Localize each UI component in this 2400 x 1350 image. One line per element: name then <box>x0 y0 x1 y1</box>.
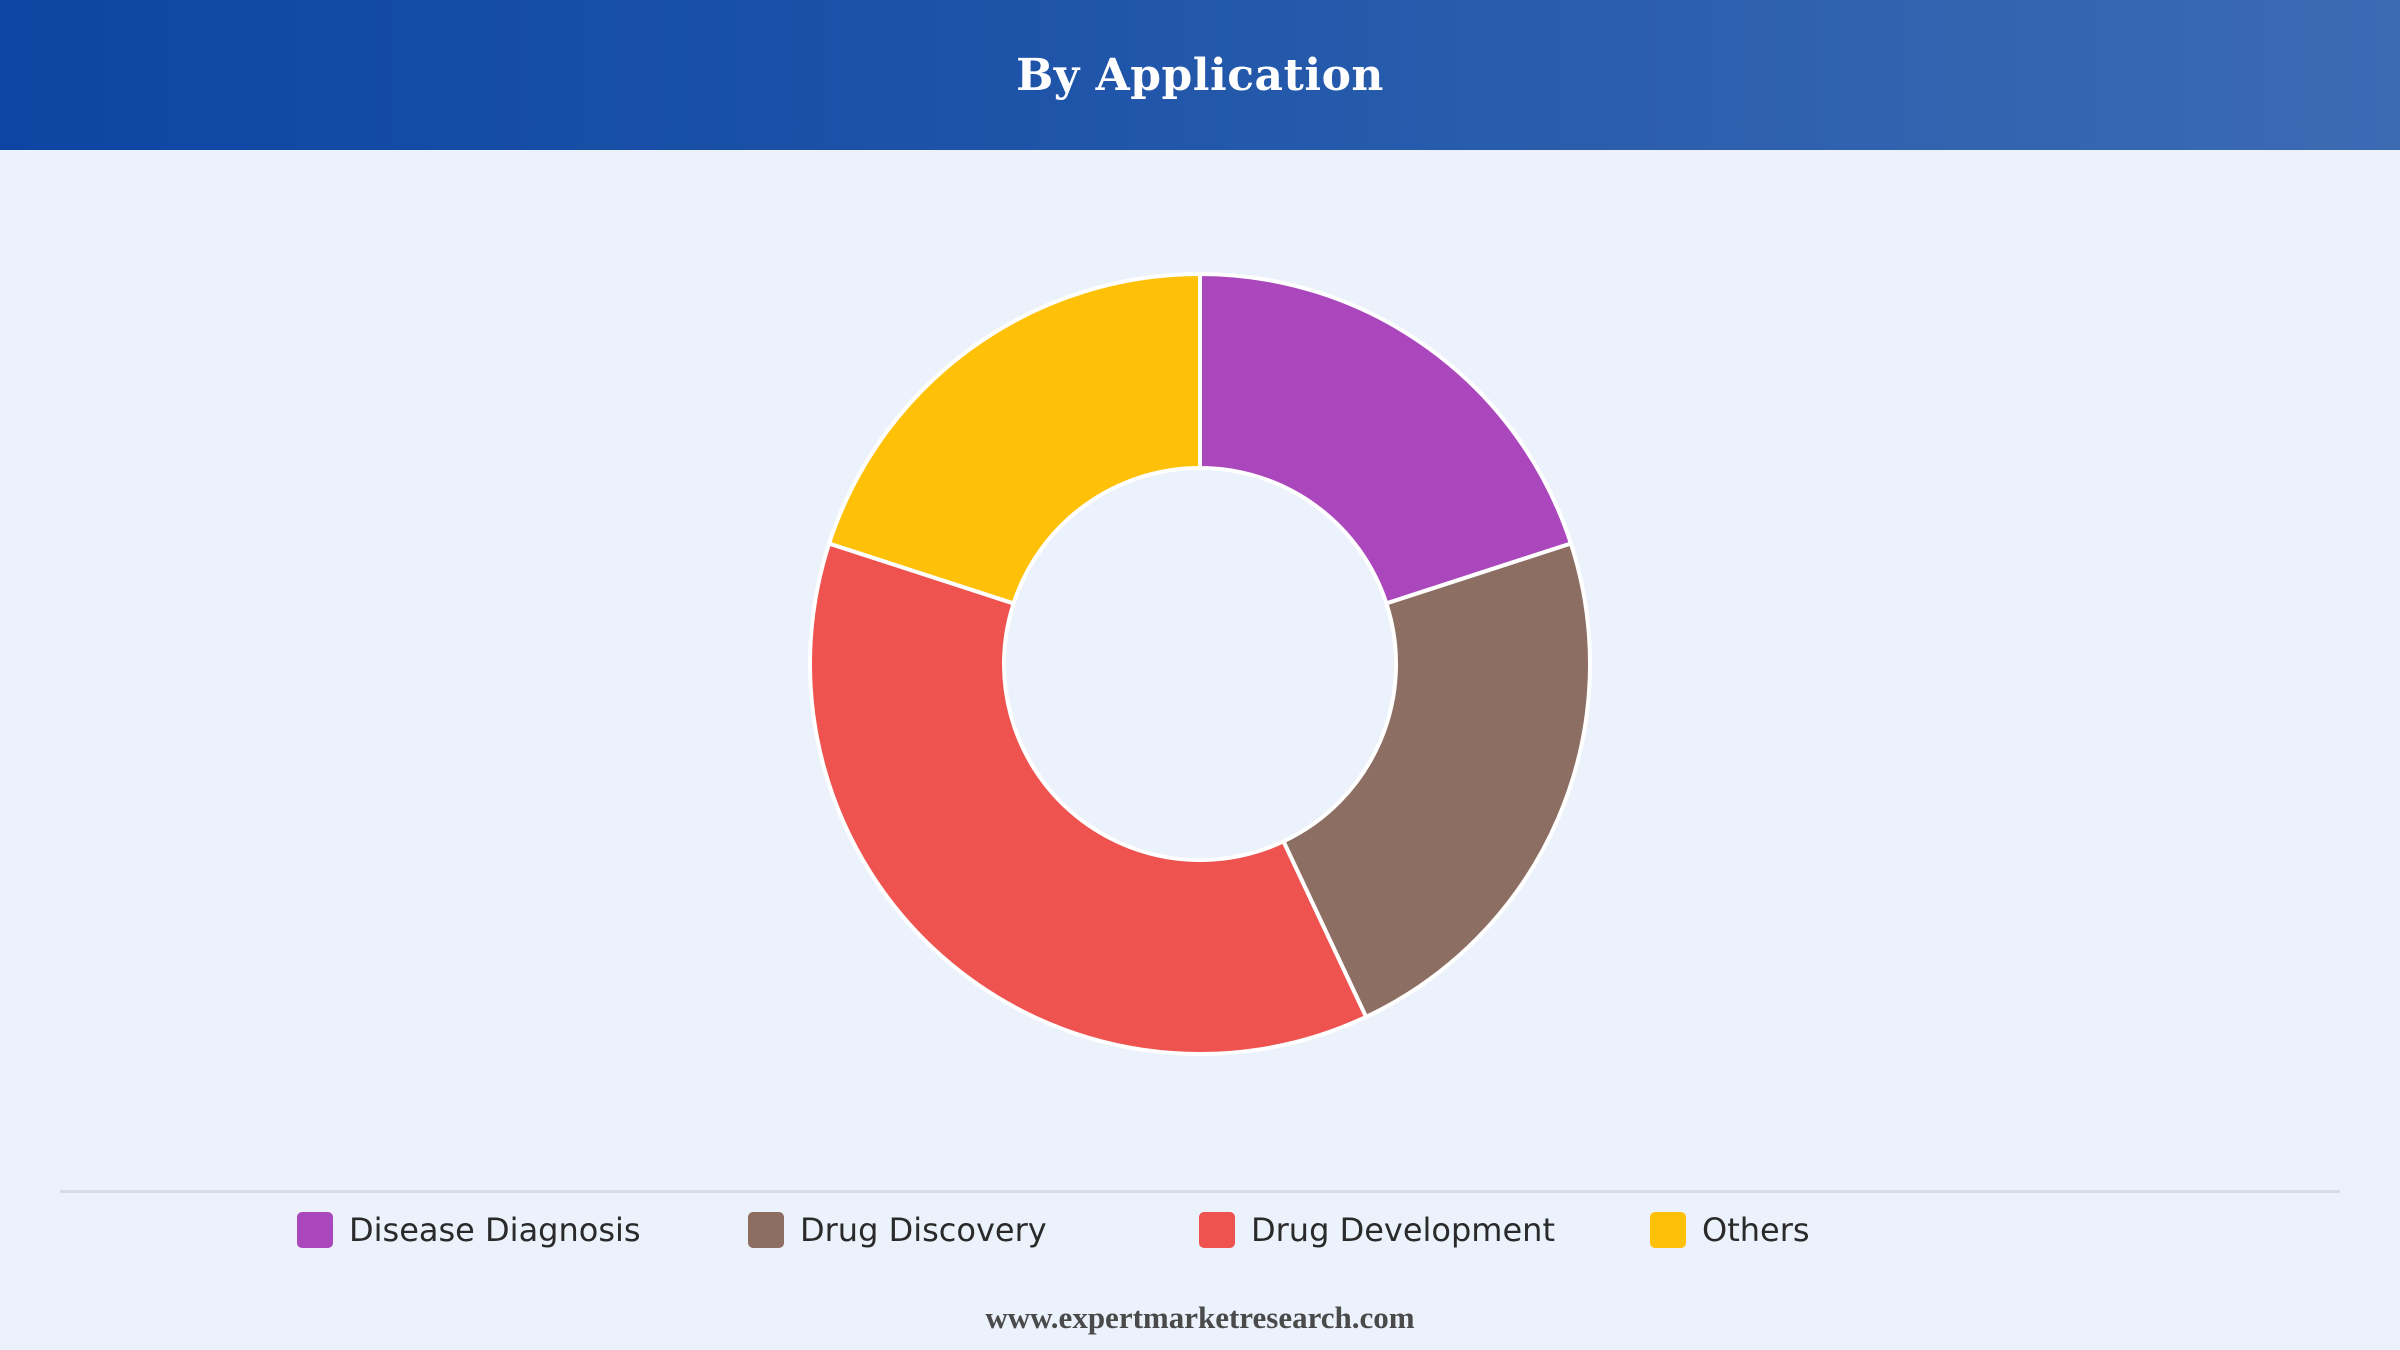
legend: Disease Diagnosis Drug Discovery Drug De… <box>0 1208 2400 1252</box>
legend-item-disease-diagnosis: Disease Diagnosis <box>297 1208 641 1252</box>
legend-swatch <box>1650 1212 1686 1248</box>
legend-divider <box>60 1190 2340 1193</box>
legend-label: Others <box>1702 1211 1810 1249</box>
slice-disease-diagnosis <box>1198 272 1573 606</box>
legend-swatch <box>1199 1212 1235 1248</box>
legend-item-others: Others <box>1650 1208 1810 1252</box>
chart-title: By Application <box>1016 49 1384 101</box>
legend-swatch <box>297 1212 333 1248</box>
legend-item-drug-development: Drug Development <box>1199 1208 1555 1252</box>
legend-label: Disease Diagnosis <box>349 1211 641 1249</box>
legend-swatch <box>748 1212 784 1248</box>
legend-label: Drug Development <box>1251 1211 1555 1249</box>
slice-drug-development <box>808 541 1369 1056</box>
legend-item-drug-discovery: Drug Discovery <box>748 1208 1047 1252</box>
legend-label: Drug Discovery <box>800 1211 1047 1249</box>
header-banner: By Application <box>0 0 2400 150</box>
source-url: www.expertmarketresearch.com <box>985 1300 1415 1335</box>
slice-drug-discovery <box>1281 541 1592 1019</box>
donut-chart <box>808 272 1592 1056</box>
slice-others <box>827 272 1202 606</box>
